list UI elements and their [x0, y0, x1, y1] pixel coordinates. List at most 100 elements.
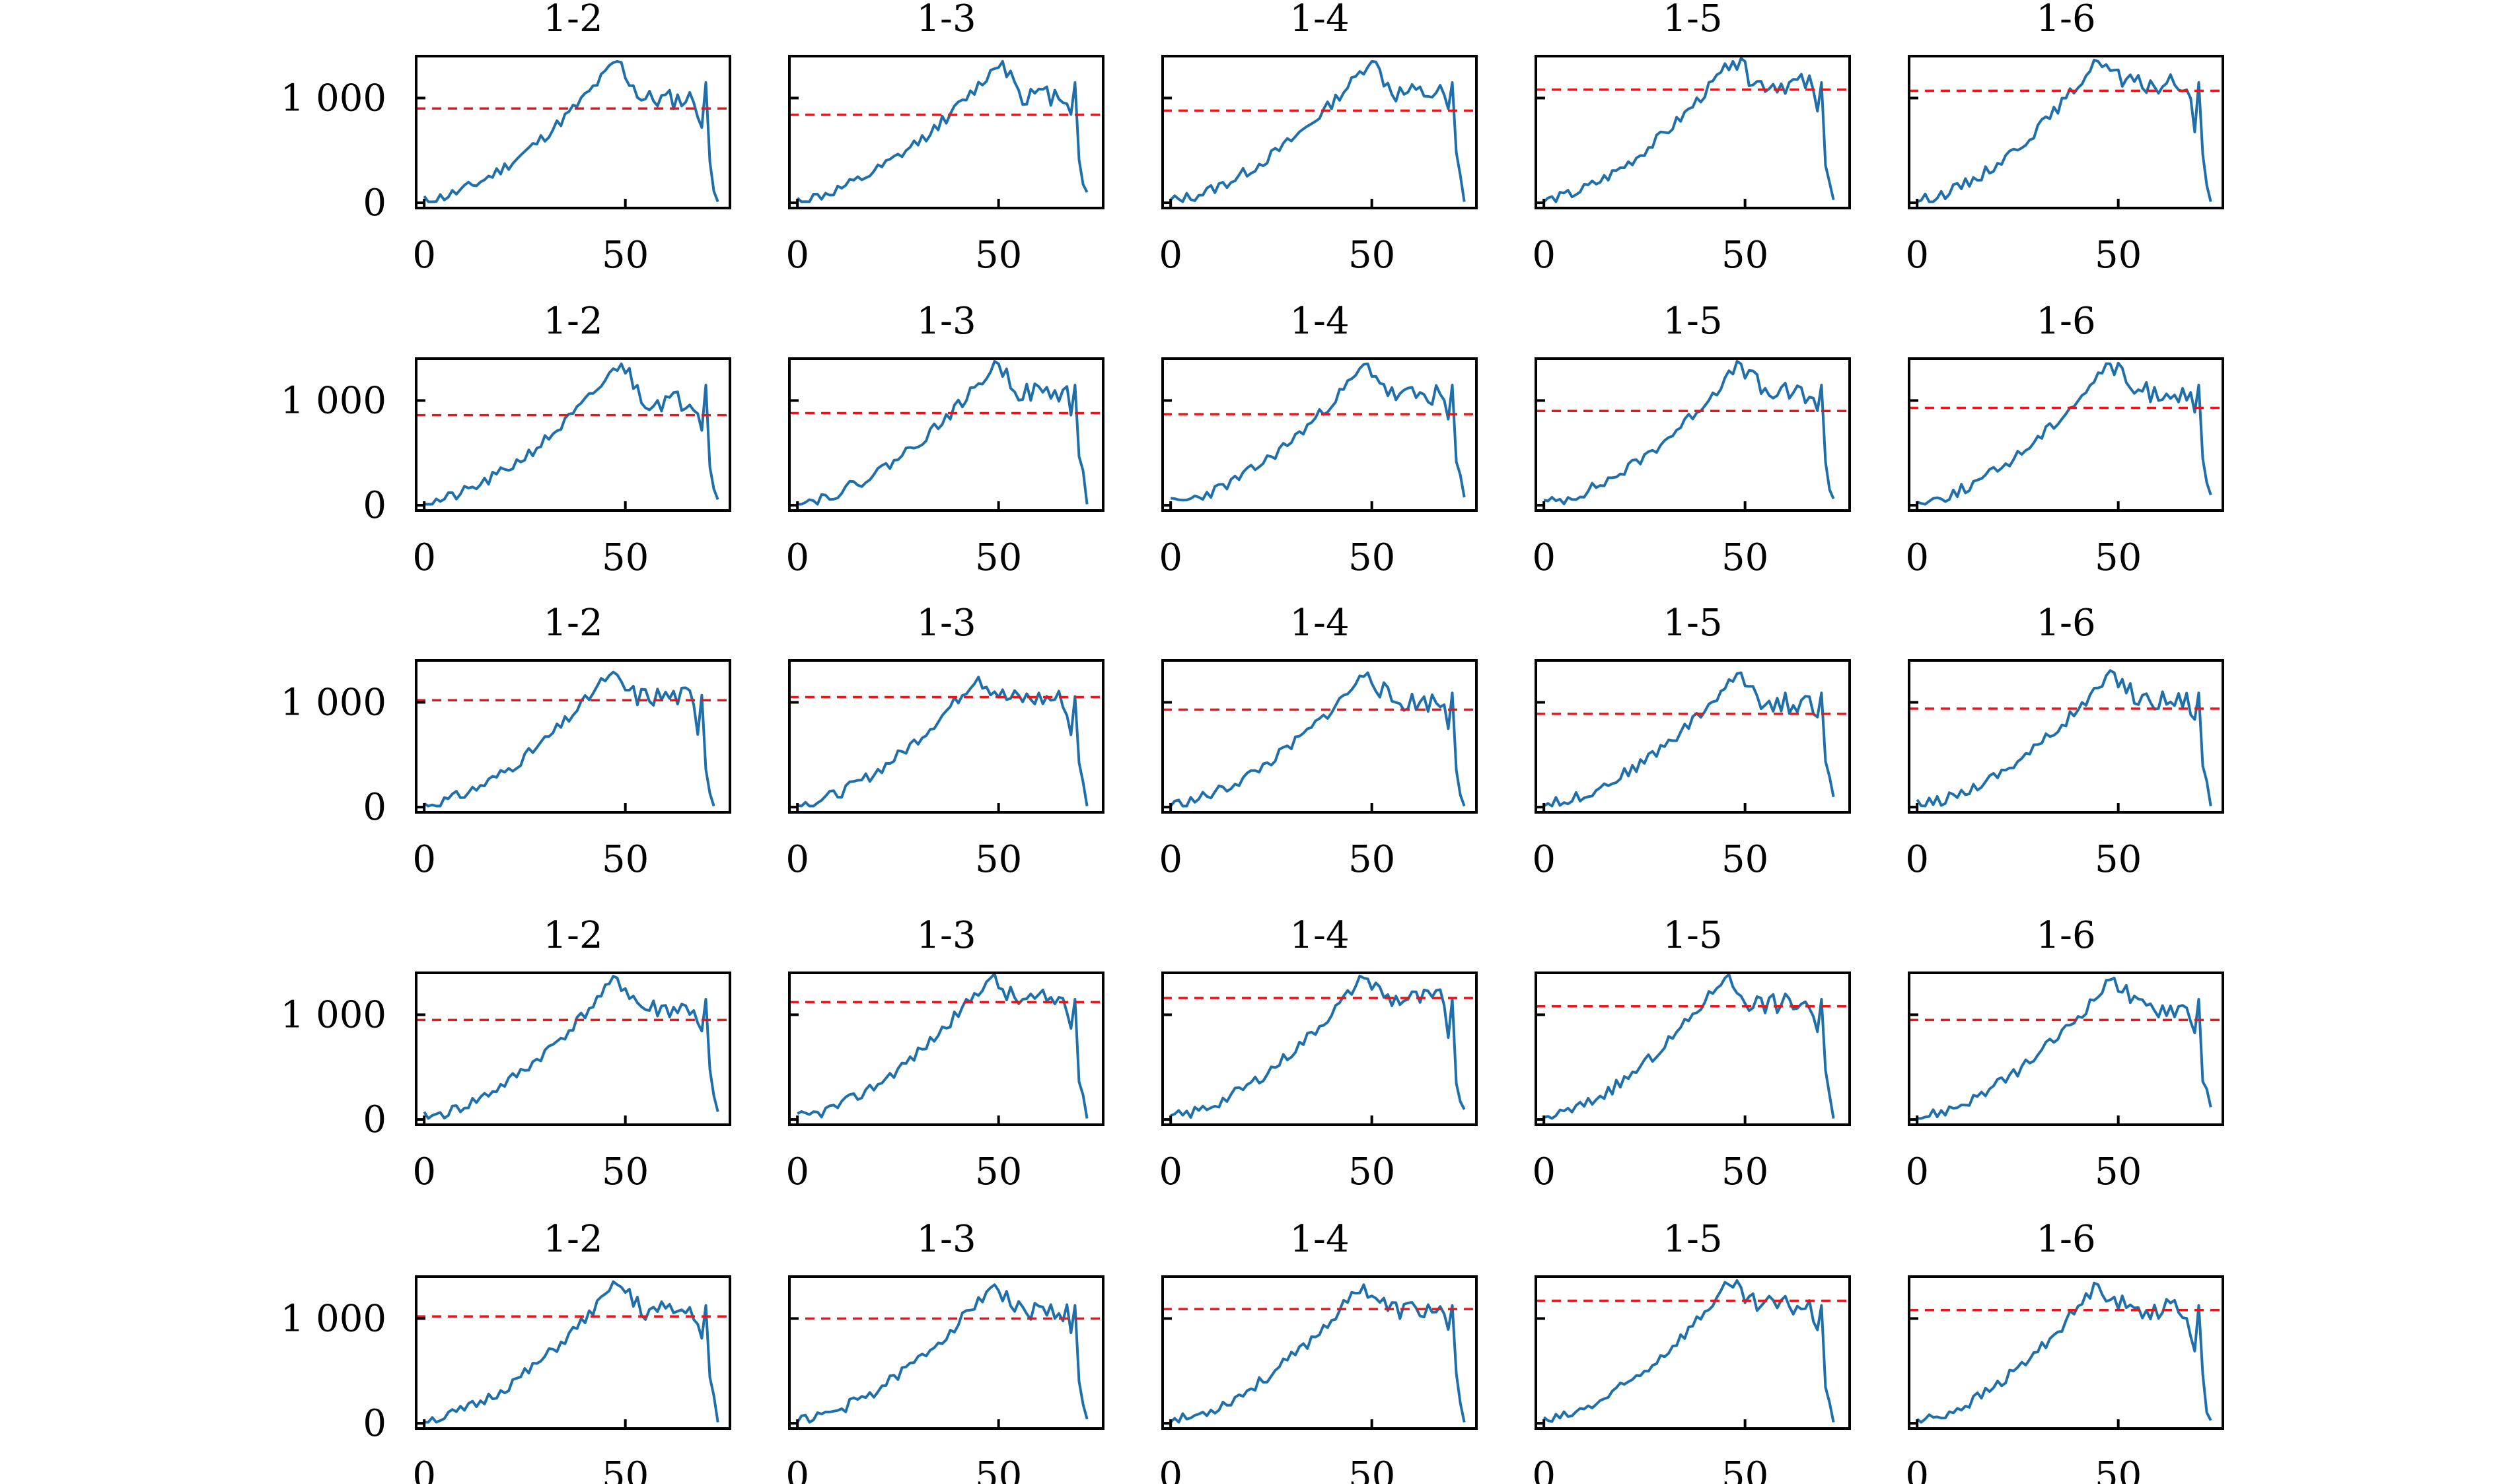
y-tick-label: 1 000: [281, 681, 386, 724]
series-line: [1917, 976, 2212, 1120]
panel-12: 1-3 0 50: [785, 602, 1104, 881]
axes-frame: [415, 1275, 731, 1430]
axes-frame: [1161, 55, 1478, 209]
panel-6: 1-2 0 1 000 0 50: [281, 300, 731, 579]
panel-title: 1-6: [2036, 602, 2095, 645]
x-tick-label: 0: [1532, 1150, 1556, 1193]
x-tick-label: 50: [975, 536, 1022, 579]
panel-title: 1-5: [1663, 0, 1722, 40]
axes-frame: [1161, 357, 1478, 512]
series-line: [797, 676, 1089, 808]
panel-title: 1-5: [1663, 1218, 1722, 1261]
panel-22: 1-3 0 50: [785, 1218, 1104, 1484]
x-tick-label: 50: [975, 838, 1022, 881]
x-tick-label: 0: [785, 1150, 809, 1193]
panel-14: 1-5 0 50: [1532, 602, 1851, 881]
axes-frame: [1535, 55, 1851, 209]
axes-frame: [1908, 357, 2224, 512]
panel-title: 1-5: [1663, 300, 1722, 343]
panel-title: 1-5: [1663, 602, 1722, 645]
x-tick-label: 50: [2095, 1150, 2142, 1193]
x-tick-label: 50: [602, 1454, 649, 1484]
series-line: [424, 1280, 719, 1424]
panel-title: 1-4: [1289, 0, 1349, 40]
series-line: [1543, 973, 1835, 1120]
series-line: [1543, 360, 1835, 505]
series-line: [1916, 361, 2212, 506]
axes-frame: [1535, 357, 1851, 512]
y-tick-label: 0: [363, 1402, 386, 1445]
series-line: [1916, 1281, 2212, 1424]
y-tick-label: 0: [363, 484, 386, 527]
x-tick-label: 50: [1721, 536, 1768, 579]
x-tick-label: 50: [2095, 838, 2142, 881]
x-tick-label: 50: [1348, 1150, 1395, 1193]
axes-frame: [415, 55, 731, 209]
x-tick-label: 0: [412, 1150, 436, 1193]
axes-frame: [788, 1275, 1104, 1430]
panel-17: 1-3 0 50: [785, 914, 1104, 1193]
panel-25: 1-6 0 50: [1905, 1218, 2224, 1484]
series-line: [1169, 671, 1466, 808]
axes-frame: [415, 972, 731, 1126]
series-line: [1916, 669, 2212, 808]
x-tick-label: 50: [602, 234, 649, 277]
series-line: [423, 975, 719, 1120]
axes-frame: [1161, 659, 1478, 814]
axes-frame: [1161, 1275, 1478, 1430]
x-tick-label: 0: [1905, 838, 1929, 881]
x-tick-label: 50: [1721, 1150, 1768, 1193]
panel-title: 1-3: [916, 0, 976, 40]
panel-title: 1-2: [543, 1218, 602, 1261]
x-tick-label: 50: [1348, 234, 1395, 277]
panel-24: 1-5 0 50: [1532, 1218, 1851, 1484]
axes-frame: [415, 357, 731, 512]
x-tick-label: 50: [602, 1150, 649, 1193]
panel-23: 1-4 0 50: [1159, 1218, 1478, 1484]
x-tick-label: 50: [2095, 536, 2142, 579]
axes-frame: [1161, 972, 1478, 1126]
panel-1: 1-2 0 1 000 0 50: [281, 0, 731, 277]
panel-13: 1-4 0 50: [1159, 602, 1478, 881]
axes-frame: [1908, 972, 2224, 1126]
y-tick-label: 1 000: [281, 993, 386, 1036]
series-line: [1170, 362, 1466, 502]
panel-9: 1-5 0 50: [1532, 300, 1851, 579]
panel-title: 1-4: [1289, 914, 1349, 957]
x-tick-label: 50: [602, 838, 649, 881]
x-tick-label: 0: [412, 838, 436, 881]
x-tick-label: 0: [1905, 536, 1929, 579]
series-line: [796, 1283, 1089, 1424]
panel-15: 1-6 0 50: [1905, 602, 2224, 881]
panel-5: 1-6 0 50: [1905, 0, 2224, 277]
panel-title: 1-6: [2036, 300, 2095, 343]
panel-16: 1-2 0 1 000 0 50: [281, 914, 731, 1193]
x-tick-label: 0: [1159, 1150, 1182, 1193]
panel-2: 1-3 0 50: [785, 0, 1104, 277]
panel-title: 1-3: [916, 602, 976, 645]
y-tick-label: 0: [363, 182, 386, 225]
series-line: [796, 59, 1089, 203]
panel-title: 1-3: [916, 914, 976, 957]
panel-title: 1-4: [1289, 1218, 1349, 1261]
axes-frame: [415, 659, 731, 814]
x-tick-label: 50: [2095, 1454, 2142, 1484]
series-line: [1169, 1283, 1466, 1424]
x-tick-label: 50: [602, 536, 649, 579]
panel-19: 1-5 0 50: [1532, 914, 1851, 1193]
axes-frame: [788, 357, 1104, 512]
series-line: [1916, 58, 2212, 203]
x-tick-label: 50: [2095, 234, 2142, 277]
series-line: [1169, 59, 1466, 203]
panel-title: 1-3: [916, 1218, 976, 1261]
x-tick-label: 0: [412, 536, 436, 579]
x-tick-label: 0: [1905, 234, 1929, 277]
x-tick-label: 50: [1348, 536, 1395, 579]
panel-title: 1-6: [2036, 914, 2095, 957]
series-line: [1543, 671, 1835, 808]
panel-title: 1-2: [543, 0, 602, 40]
series-line: [423, 670, 715, 808]
x-tick-label: 0: [785, 536, 809, 579]
series-line: [1542, 57, 1835, 203]
axes-frame: [1535, 659, 1851, 814]
